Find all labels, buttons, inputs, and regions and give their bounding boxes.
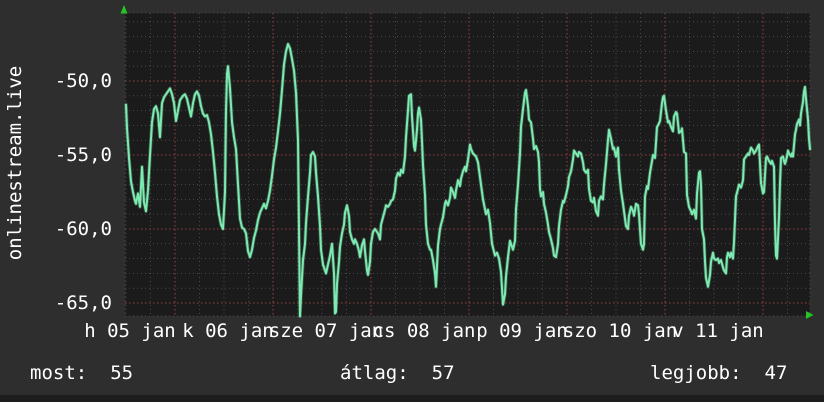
x-tick-label: p 09 jan — [476, 320, 568, 342]
stat-atlag-label: átlag: — [340, 362, 409, 384]
x-tick-label: h 05 jan — [84, 320, 176, 342]
x-tick-label: v 11 jan — [672, 320, 764, 342]
stat-legjobb-label: legjobb: — [650, 362, 742, 384]
y-tick-label: -55,0 — [54, 144, 112, 166]
x-tick-label: szo 10 jan — [562, 320, 678, 342]
stat-atlag-value: 57 — [431, 362, 455, 384]
stat-atlag: átlag: 57 — [340, 362, 455, 384]
y-tick-label: -65,0 — [54, 292, 112, 314]
stat-most-label: most: — [30, 362, 88, 384]
y-tick-label: -60,0 — [54, 218, 112, 240]
x-axis-arrow-icon — [806, 311, 814, 319]
series-line — [125, 43, 811, 318]
stat-legjobb-value: 47 — [764, 362, 788, 384]
stat-legjobb: legjobb: 47 — [650, 362, 787, 384]
y-tick-label: -50,0 — [54, 70, 112, 92]
plot-border — [124, 12, 811, 317]
bottom-edge-strip — [0, 395, 824, 402]
y-axis-arrow-icon — [120, 5, 128, 14]
stat-most: most: 55 — [30, 362, 133, 384]
stat-most-value: 55 — [110, 362, 134, 384]
x-tick-label: k 06 jan — [182, 320, 274, 342]
x-tick-label: sze 07 jan — [268, 320, 384, 342]
x-tick-label: cs 08 jan — [372, 320, 476, 342]
